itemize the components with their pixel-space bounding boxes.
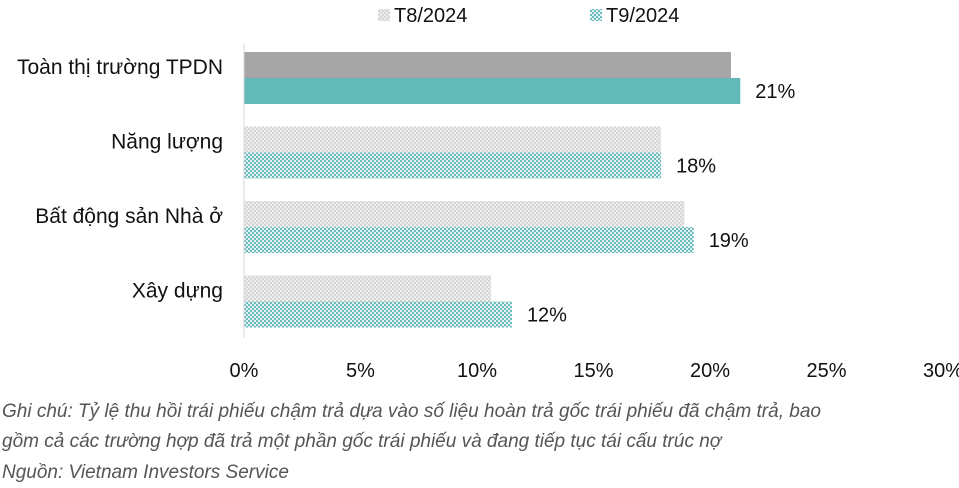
- category-label-1: Năng lượng: [111, 131, 223, 154]
- legend-swatch-t8: [378, 9, 390, 21]
- data-label-0: 21%: [755, 81, 795, 103]
- bar-t8-3: [244, 275, 491, 302]
- bar-t9-0: [244, 78, 741, 104]
- x-tick-label-0: 0%: [230, 360, 259, 382]
- source-note: Nguồn: Vietnam Investors Service: [2, 462, 289, 483]
- recovery-rate-chart: T8/2024 T9/2024 Toàn thị trường TPDN Năng …: [17, 5, 959, 382]
- data-label-3: 12%: [527, 305, 567, 327]
- bar-t9-1: [244, 152, 662, 179]
- data-label-1: 18%: [676, 156, 716, 178]
- bar-t9-2: [244, 227, 694, 253]
- legend-label-t9: T9/2024: [606, 5, 679, 27]
- x-tick-label-6: 30%: [923, 360, 959, 382]
- x-tick-labels: 0% 5% 10% 15% 20% 25% 30%: [230, 360, 959, 382]
- bars: [244, 52, 741, 328]
- footnote-line-2: gồm cả các trường hợp đã trả một phần gố…: [2, 431, 722, 452]
- legend-swatch-t9: [590, 9, 602, 21]
- x-tick-label-3: 15%: [573, 360, 613, 382]
- bar-t9-3: [244, 301, 512, 328]
- x-tick-label-4: 20%: [690, 360, 730, 382]
- category-label-0: Toàn thị trường TPDN: [17, 56, 223, 79]
- legend-label-t8: T8/2024: [394, 5, 467, 27]
- x-tick-label-1: 5%: [346, 360, 375, 382]
- x-tick-label-5: 25%: [806, 360, 846, 382]
- data-label-2: 19%: [709, 230, 749, 252]
- x-tick-label-2: 10%: [457, 360, 497, 382]
- data-labels: 21% 18% 19% 12%: [527, 81, 796, 327]
- bar-t8-0: [244, 52, 731, 78]
- bar-t8-2: [244, 201, 685, 227]
- bar-t8-1: [244, 126, 662, 153]
- category-label-2: Bất động sản Nhà ở: [35, 205, 223, 228]
- legend: T8/2024 T9/2024: [378, 5, 679, 27]
- category-labels: Toàn thị trường TPDN Năng lượng Bất động s…: [17, 56, 223, 303]
- footnote-line-1: Ghi chú: Tỷ lệ thu hồi trái phiếu chậm t…: [2, 401, 821, 422]
- category-label-3: Xây dựng: [132, 280, 223, 303]
